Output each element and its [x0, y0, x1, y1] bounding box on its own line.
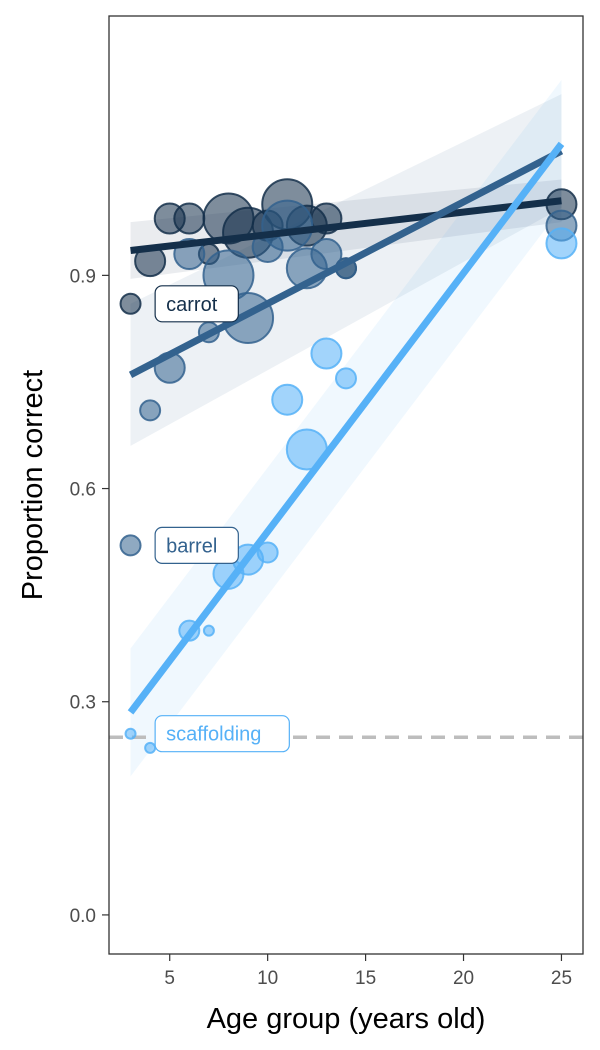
series-label-text: scaffolding	[166, 724, 261, 746]
series-label-box	[154, 526, 239, 565]
data-point-scaffolding	[144, 741, 157, 754]
plot-background	[109, 16, 583, 954]
series-label-box	[154, 285, 239, 323]
y-tick-label: 0.0	[70, 906, 96, 927]
data-point-barrel	[139, 399, 162, 422]
y-axis-title: Proportion correct	[17, 370, 49, 601]
data-point-scaffolding	[271, 383, 304, 416]
plot-panel-border	[108, 15, 584, 955]
series-label-carrot: carrot	[154, 285, 239, 323]
data-point-carrot	[119, 292, 142, 315]
x-tick-label: 15	[355, 968, 376, 989]
series-label-text: barrel	[166, 535, 217, 557]
fit-line-carrot	[130, 197, 562, 254]
x-tick-label: 10	[257, 968, 278, 989]
data-point-scaffolding	[545, 227, 578, 260]
series-label-text: carrot	[166, 294, 218, 316]
series-label-barrel: barrel	[154, 526, 239, 565]
x-tick-label: 5	[164, 968, 175, 989]
data-point-scaffolding	[335, 367, 357, 390]
series-label-box	[154, 715, 290, 753]
x-axis: 5 10 15 20 25	[164, 954, 572, 989]
data-point-carrot	[173, 202, 206, 235]
data-point-barrel	[310, 238, 343, 271]
fit-lines	[127, 141, 565, 715]
x-tick-label: 20	[453, 968, 474, 989]
y-tick-label: 0.9	[70, 266, 96, 287]
y-tick-label: 0.3	[70, 693, 96, 714]
data-point-barrel	[119, 534, 142, 557]
data-point-scaffolding	[310, 337, 343, 370]
fit-line-barrel	[128, 147, 564, 378]
data-point-scaffolding	[124, 727, 137, 740]
data-point-scaffolding	[202, 624, 215, 637]
y-tick-label: 0.6	[70, 480, 96, 501]
series-labels: carrot barrel scaffolding	[154, 285, 290, 753]
fit-line-scaffolding	[127, 141, 565, 715]
series-label-scaffolding: scaffolding	[154, 715, 290, 753]
x-tick-label: 25	[551, 968, 572, 989]
x-axis-title: Age group (years old)	[207, 1003, 486, 1035]
y-axis: 0.0 0.3 0.6 0.9	[70, 266, 109, 927]
data-point-scaffolding	[256, 541, 279, 564]
data-point-barrel	[261, 199, 314, 252]
